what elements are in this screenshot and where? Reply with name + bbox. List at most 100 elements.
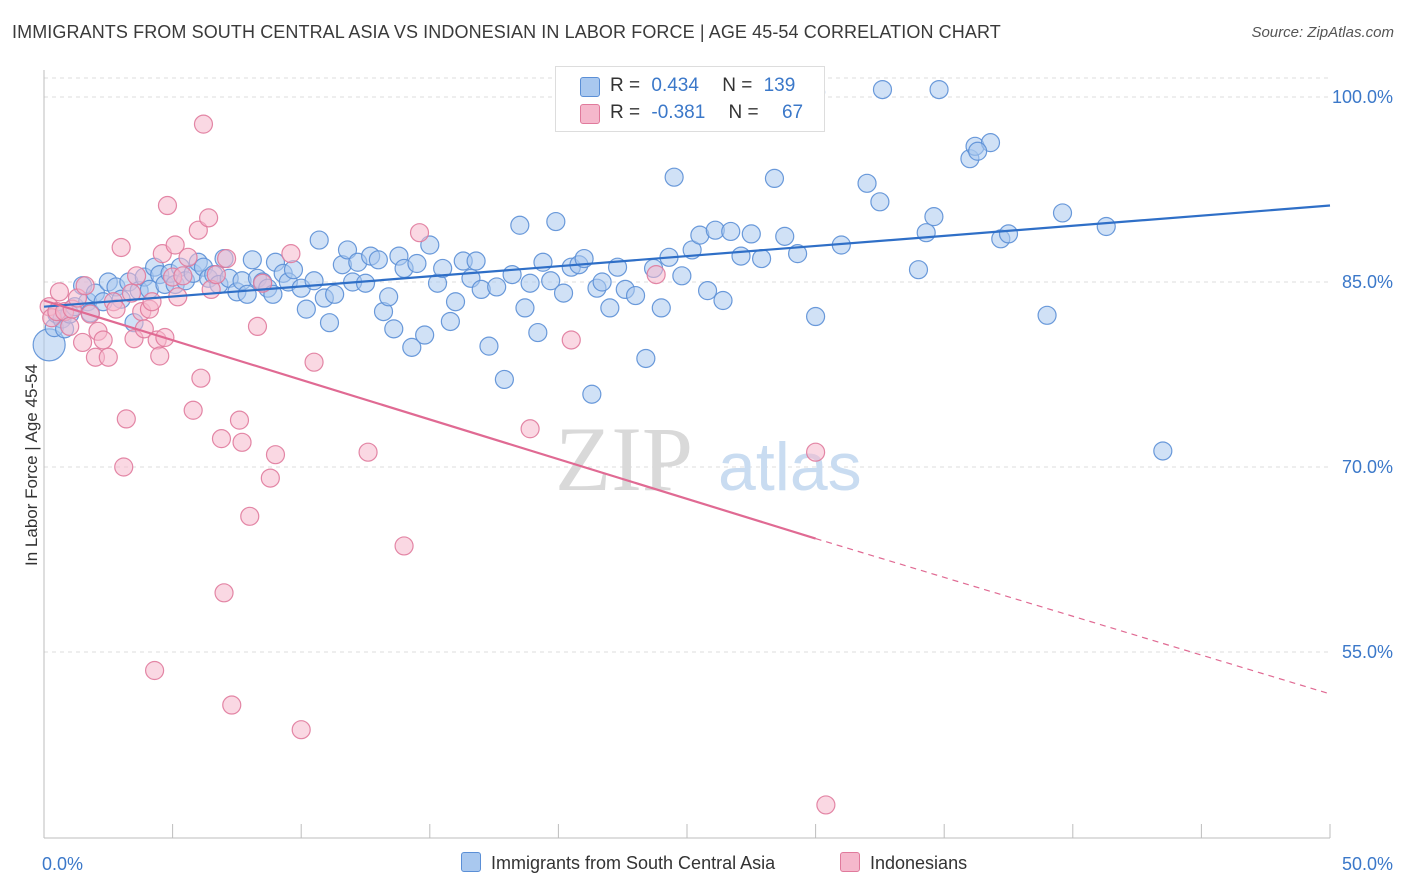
point-indonesian <box>60 316 80 336</box>
point-indonesian <box>49 282 70 302</box>
point-south-central-asia <box>296 299 316 319</box>
point-indonesian <box>191 368 211 388</box>
axes <box>43 70 1331 839</box>
point-indonesian <box>173 266 193 286</box>
series-south-central-asia <box>32 79 1173 461</box>
point-indonesian <box>142 292 162 312</box>
point-indonesian <box>150 346 170 366</box>
point-south-central-asia <box>751 248 772 269</box>
trend-line-south-central-asia <box>43 204 1331 308</box>
bottom-legend-label-pink: Indonesians <box>870 853 968 873</box>
point-indonesian <box>206 265 226 285</box>
point-indonesian <box>358 442 378 462</box>
point-indonesian <box>816 795 836 815</box>
point-indonesian <box>253 273 273 293</box>
bottom-legend-pink: Indonesians <box>840 852 967 874</box>
point-south-central-asia <box>319 313 340 333</box>
point-indonesian <box>193 114 214 134</box>
point-south-central-asia <box>998 224 1019 244</box>
bottom-legend-swatch-pink <box>840 852 860 872</box>
point-south-central-asia <box>721 221 741 242</box>
point-indonesian <box>217 248 237 269</box>
y-tick-label: 55.0% <box>1342 642 1393 662</box>
point-south-central-asia <box>870 192 890 212</box>
point-indonesian <box>93 330 113 350</box>
point-indonesian <box>260 468 280 488</box>
point-indonesian <box>114 457 134 477</box>
point-south-central-asia <box>805 306 826 327</box>
y-tick-label: 100.0% <box>1332 87 1393 107</box>
trend-line-indonesians-extrapolated <box>815 537 1331 695</box>
bottom-legend-blue: Immigrants from South Central Asia <box>461 852 775 874</box>
point-south-central-asia <box>592 272 612 292</box>
point-south-central-asia <box>713 290 733 311</box>
point-south-central-asia <box>420 235 440 255</box>
point-south-central-asia <box>1037 305 1057 325</box>
point-indonesian <box>116 409 136 429</box>
point-south-central-asia <box>407 253 427 274</box>
chart-title: IMMIGRANTS FROM SOUTH CENTRAL ASIA VS IN… <box>12 22 1001 42</box>
point-indonesian <box>409 223 430 243</box>
point-south-central-asia <box>764 168 785 188</box>
point-indonesian <box>291 720 311 740</box>
point-south-central-asia <box>520 273 540 293</box>
point-south-central-asia <box>242 250 262 270</box>
tick-labels: 55.0% 70.0% 85.0% 100.0% 0.0% 50.0% <box>42 87 1393 874</box>
point-south-central-asia <box>479 336 499 356</box>
point-south-central-asia <box>672 266 692 286</box>
y-tick-label: 70.0% <box>1342 457 1393 477</box>
point-indonesian <box>211 429 232 449</box>
point-south-central-asia <box>968 141 988 161</box>
point-indonesian <box>247 316 268 336</box>
point-south-central-asia <box>283 260 304 280</box>
point-indonesian <box>106 299 126 319</box>
trend-line-indonesians <box>43 299 816 540</box>
legend-r-value: -0.381 <box>651 102 706 123</box>
point-indonesian <box>229 410 250 430</box>
point-south-central-asia <box>510 215 530 235</box>
point-indonesian <box>214 583 234 603</box>
point-indonesian <box>126 266 147 286</box>
point-south-central-asia <box>415 325 435 345</box>
watermark: ZIP atlas <box>555 408 862 510</box>
legend-r-label: R = <box>610 75 641 96</box>
point-indonesian <box>75 276 95 296</box>
point-south-central-asia <box>325 284 345 304</box>
point-south-central-asia <box>553 283 574 303</box>
point-south-central-asia <box>1153 441 1173 461</box>
point-south-central-asia <box>541 271 561 291</box>
point-south-central-asia <box>651 298 671 318</box>
point-indonesian <box>111 237 131 258</box>
point-south-central-asia <box>237 284 257 304</box>
point-south-central-asia <box>368 250 388 270</box>
point-south-central-asia <box>697 281 718 301</box>
point-south-central-asia <box>494 369 514 390</box>
y-tick-label: 85.0% <box>1342 272 1393 292</box>
legend-r-value: 0.434 <box>651 75 699 96</box>
point-south-central-asia <box>528 322 548 343</box>
point-south-central-asia <box>1096 216 1116 237</box>
trend-lines <box>43 204 1331 695</box>
point-indonesian <box>561 330 581 350</box>
point-south-central-asia <box>466 251 486 271</box>
point-south-central-asia <box>546 211 566 232</box>
point-south-central-asia <box>787 244 808 264</box>
point-south-central-asia <box>582 384 602 404</box>
point-south-central-asia <box>440 311 460 332</box>
legend-swatch-pink <box>580 104 600 124</box>
point-south-central-asia <box>304 271 324 291</box>
legend-n-label: N = <box>728 102 759 123</box>
point-south-central-asia <box>1052 203 1073 223</box>
grid-lines <box>44 77 1330 653</box>
point-indonesian <box>121 283 142 303</box>
point-south-central-asia <box>741 224 761 244</box>
point-indonesian <box>199 208 219 228</box>
point-indonesian <box>98 347 118 367</box>
point-south-central-asia <box>857 173 877 193</box>
x-tick-label-min: 0.0% <box>42 854 83 874</box>
point-south-central-asia <box>355 273 376 293</box>
point-south-central-asia <box>515 298 535 318</box>
point-indonesian <box>265 445 286 465</box>
point-indonesian <box>183 400 203 420</box>
point-south-central-asia <box>487 277 507 297</box>
